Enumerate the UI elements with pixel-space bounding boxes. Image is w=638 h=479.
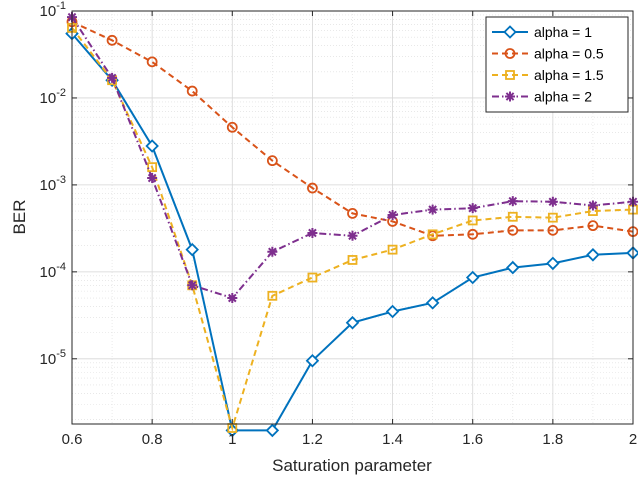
legend-marker <box>503 25 517 39</box>
series-layer <box>65 12 638 438</box>
x-tick-label: 1.4 <box>382 431 403 448</box>
legend-item: alpha = 2 <box>492 89 592 105</box>
x-axis-ticks: 0.6 0.8 1 1.2 1.4 1.6 1.8 2 <box>62 11 637 448</box>
x-axis-label: Saturation parameter <box>272 456 432 475</box>
data-point <box>427 204 438 215</box>
x-tick-label: 1.6 <box>462 431 483 448</box>
data-point <box>467 215 478 226</box>
data-point <box>347 230 358 241</box>
data-point <box>547 196 558 207</box>
data-point <box>507 196 518 207</box>
y-axis-label: BER <box>10 200 29 235</box>
x-tick-label: 1.8 <box>542 431 563 448</box>
data-point <box>506 260 520 275</box>
legend-label: alpha = 2 <box>534 89 592 105</box>
data-point <box>546 256 560 271</box>
data-point <box>187 280 198 291</box>
legend-item: alpha = 1 <box>492 24 592 40</box>
data-point <box>147 162 158 173</box>
x-tick-label: 1.2 <box>302 431 323 448</box>
data-point <box>145 139 159 153</box>
legend-item: alpha = 1.5 <box>492 67 604 83</box>
legend-marker <box>505 91 515 102</box>
x-tick-label: 1 <box>228 431 236 448</box>
x-tick-label: 0.8 <box>142 431 163 448</box>
data-point <box>345 315 360 330</box>
legend-item: alpha = 0.5 <box>492 46 604 62</box>
data-point <box>587 220 599 232</box>
data-point <box>266 155 278 167</box>
data-point <box>385 304 400 319</box>
data-point <box>307 272 318 283</box>
y-axis-ticks: 10-1 10-2 10-3 10-4 10-5 <box>40 0 633 368</box>
series-line <box>71 27 634 432</box>
data-point <box>547 224 559 236</box>
data-point <box>427 229 438 240</box>
x-tick-label: 2 <box>629 431 637 448</box>
y-tick-label: 10-4 <box>40 261 66 281</box>
y-tick-label: 10-2 <box>40 87 66 107</box>
legend-label: alpha = 0.5 <box>534 46 604 62</box>
data-point <box>267 290 278 301</box>
data-point <box>347 208 358 219</box>
legend-marker <box>504 48 516 59</box>
y-tick-label: 10-1 <box>40 0 66 20</box>
data-point <box>265 423 280 438</box>
series-line <box>71 20 634 237</box>
data-point <box>425 296 440 310</box>
data-point <box>507 224 519 236</box>
plot-frame <box>71 10 634 425</box>
series-1 <box>65 26 638 438</box>
data-point <box>547 212 558 223</box>
series-2 <box>66 16 638 242</box>
y-tick-label: 10-3 <box>40 174 66 194</box>
data-point <box>146 56 158 68</box>
data-point <box>307 227 318 238</box>
data-point <box>467 203 478 214</box>
legend-label: alpha = 1 <box>534 24 592 40</box>
legend-label: alpha = 1.5 <box>534 67 604 83</box>
data-point <box>465 270 480 285</box>
legend: alpha = 1 alpha = 0.5 alpha = 1.5 alpha = 2 <box>485 16 629 113</box>
data-point <box>106 34 118 46</box>
data-point <box>467 228 479 240</box>
data-point <box>226 121 238 133</box>
minor-grid <box>72 11 633 424</box>
data-point <box>587 200 598 211</box>
data-point <box>307 182 318 194</box>
legend-marker <box>505 70 515 80</box>
data-point <box>107 72 118 83</box>
data-point <box>267 246 278 257</box>
data-point <box>586 248 600 262</box>
data-point <box>147 173 158 184</box>
data-point <box>507 211 518 222</box>
data-point <box>227 293 238 304</box>
y-tick-label: 10-5 <box>40 348 66 368</box>
data-point <box>305 353 320 368</box>
data-point <box>387 244 398 255</box>
data-point <box>186 85 198 97</box>
data-point <box>387 210 398 221</box>
data-point <box>347 255 358 265</box>
x-tick-label: 0.6 <box>62 431 83 448</box>
data-point <box>185 242 199 257</box>
